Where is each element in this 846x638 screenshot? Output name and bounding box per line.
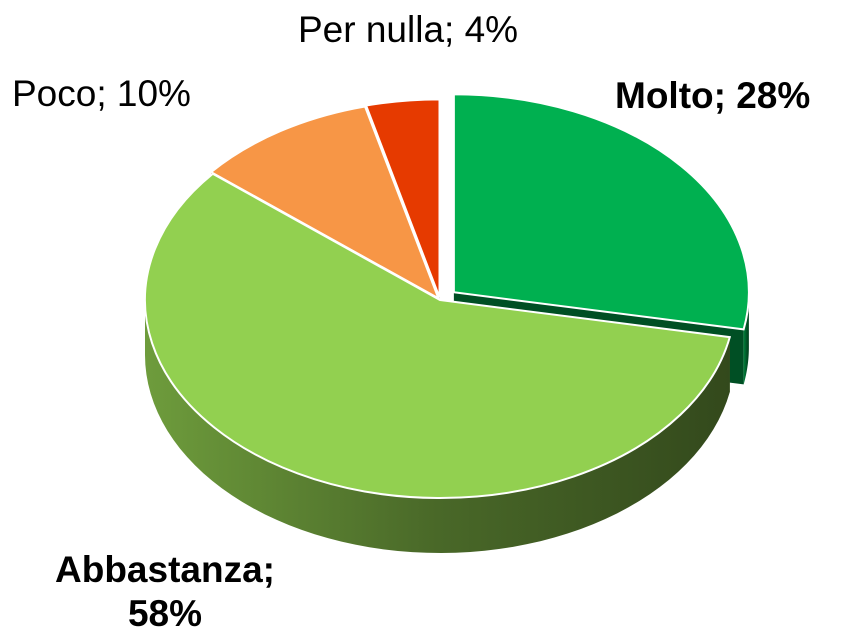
data-label: Molto; 28% (615, 75, 811, 116)
data-label: Poco; 10% (12, 73, 191, 114)
slice (144, 172, 732, 499)
slice (364, 98, 441, 298)
slice (209, 105, 441, 301)
slice (452, 93, 750, 331)
data-label: Abbastanza; 58% (55, 549, 275, 634)
data-label: Per nulla; 4% (298, 9, 519, 50)
slice-side (145, 300, 730, 553)
